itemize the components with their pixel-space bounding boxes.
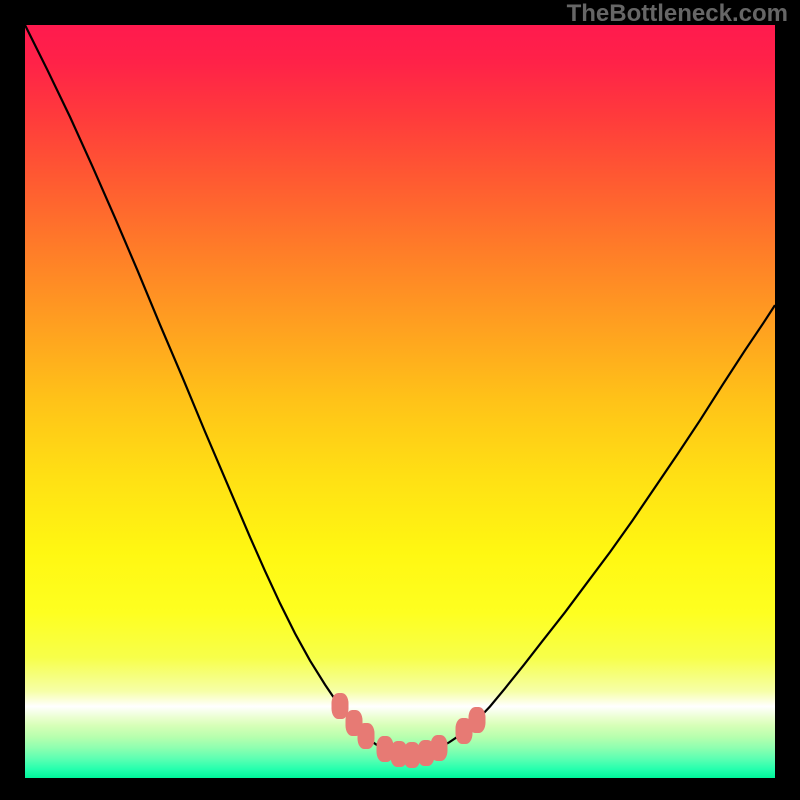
- curve-marker: [468, 707, 485, 733]
- curve-marker: [431, 735, 448, 761]
- watermark: TheBottleneck.com: [567, 0, 788, 28]
- plot-area: [25, 25, 775, 778]
- bottleneck-curve: [25, 25, 775, 755]
- curve-layer: [25, 25, 775, 778]
- curve-marker: [357, 723, 374, 749]
